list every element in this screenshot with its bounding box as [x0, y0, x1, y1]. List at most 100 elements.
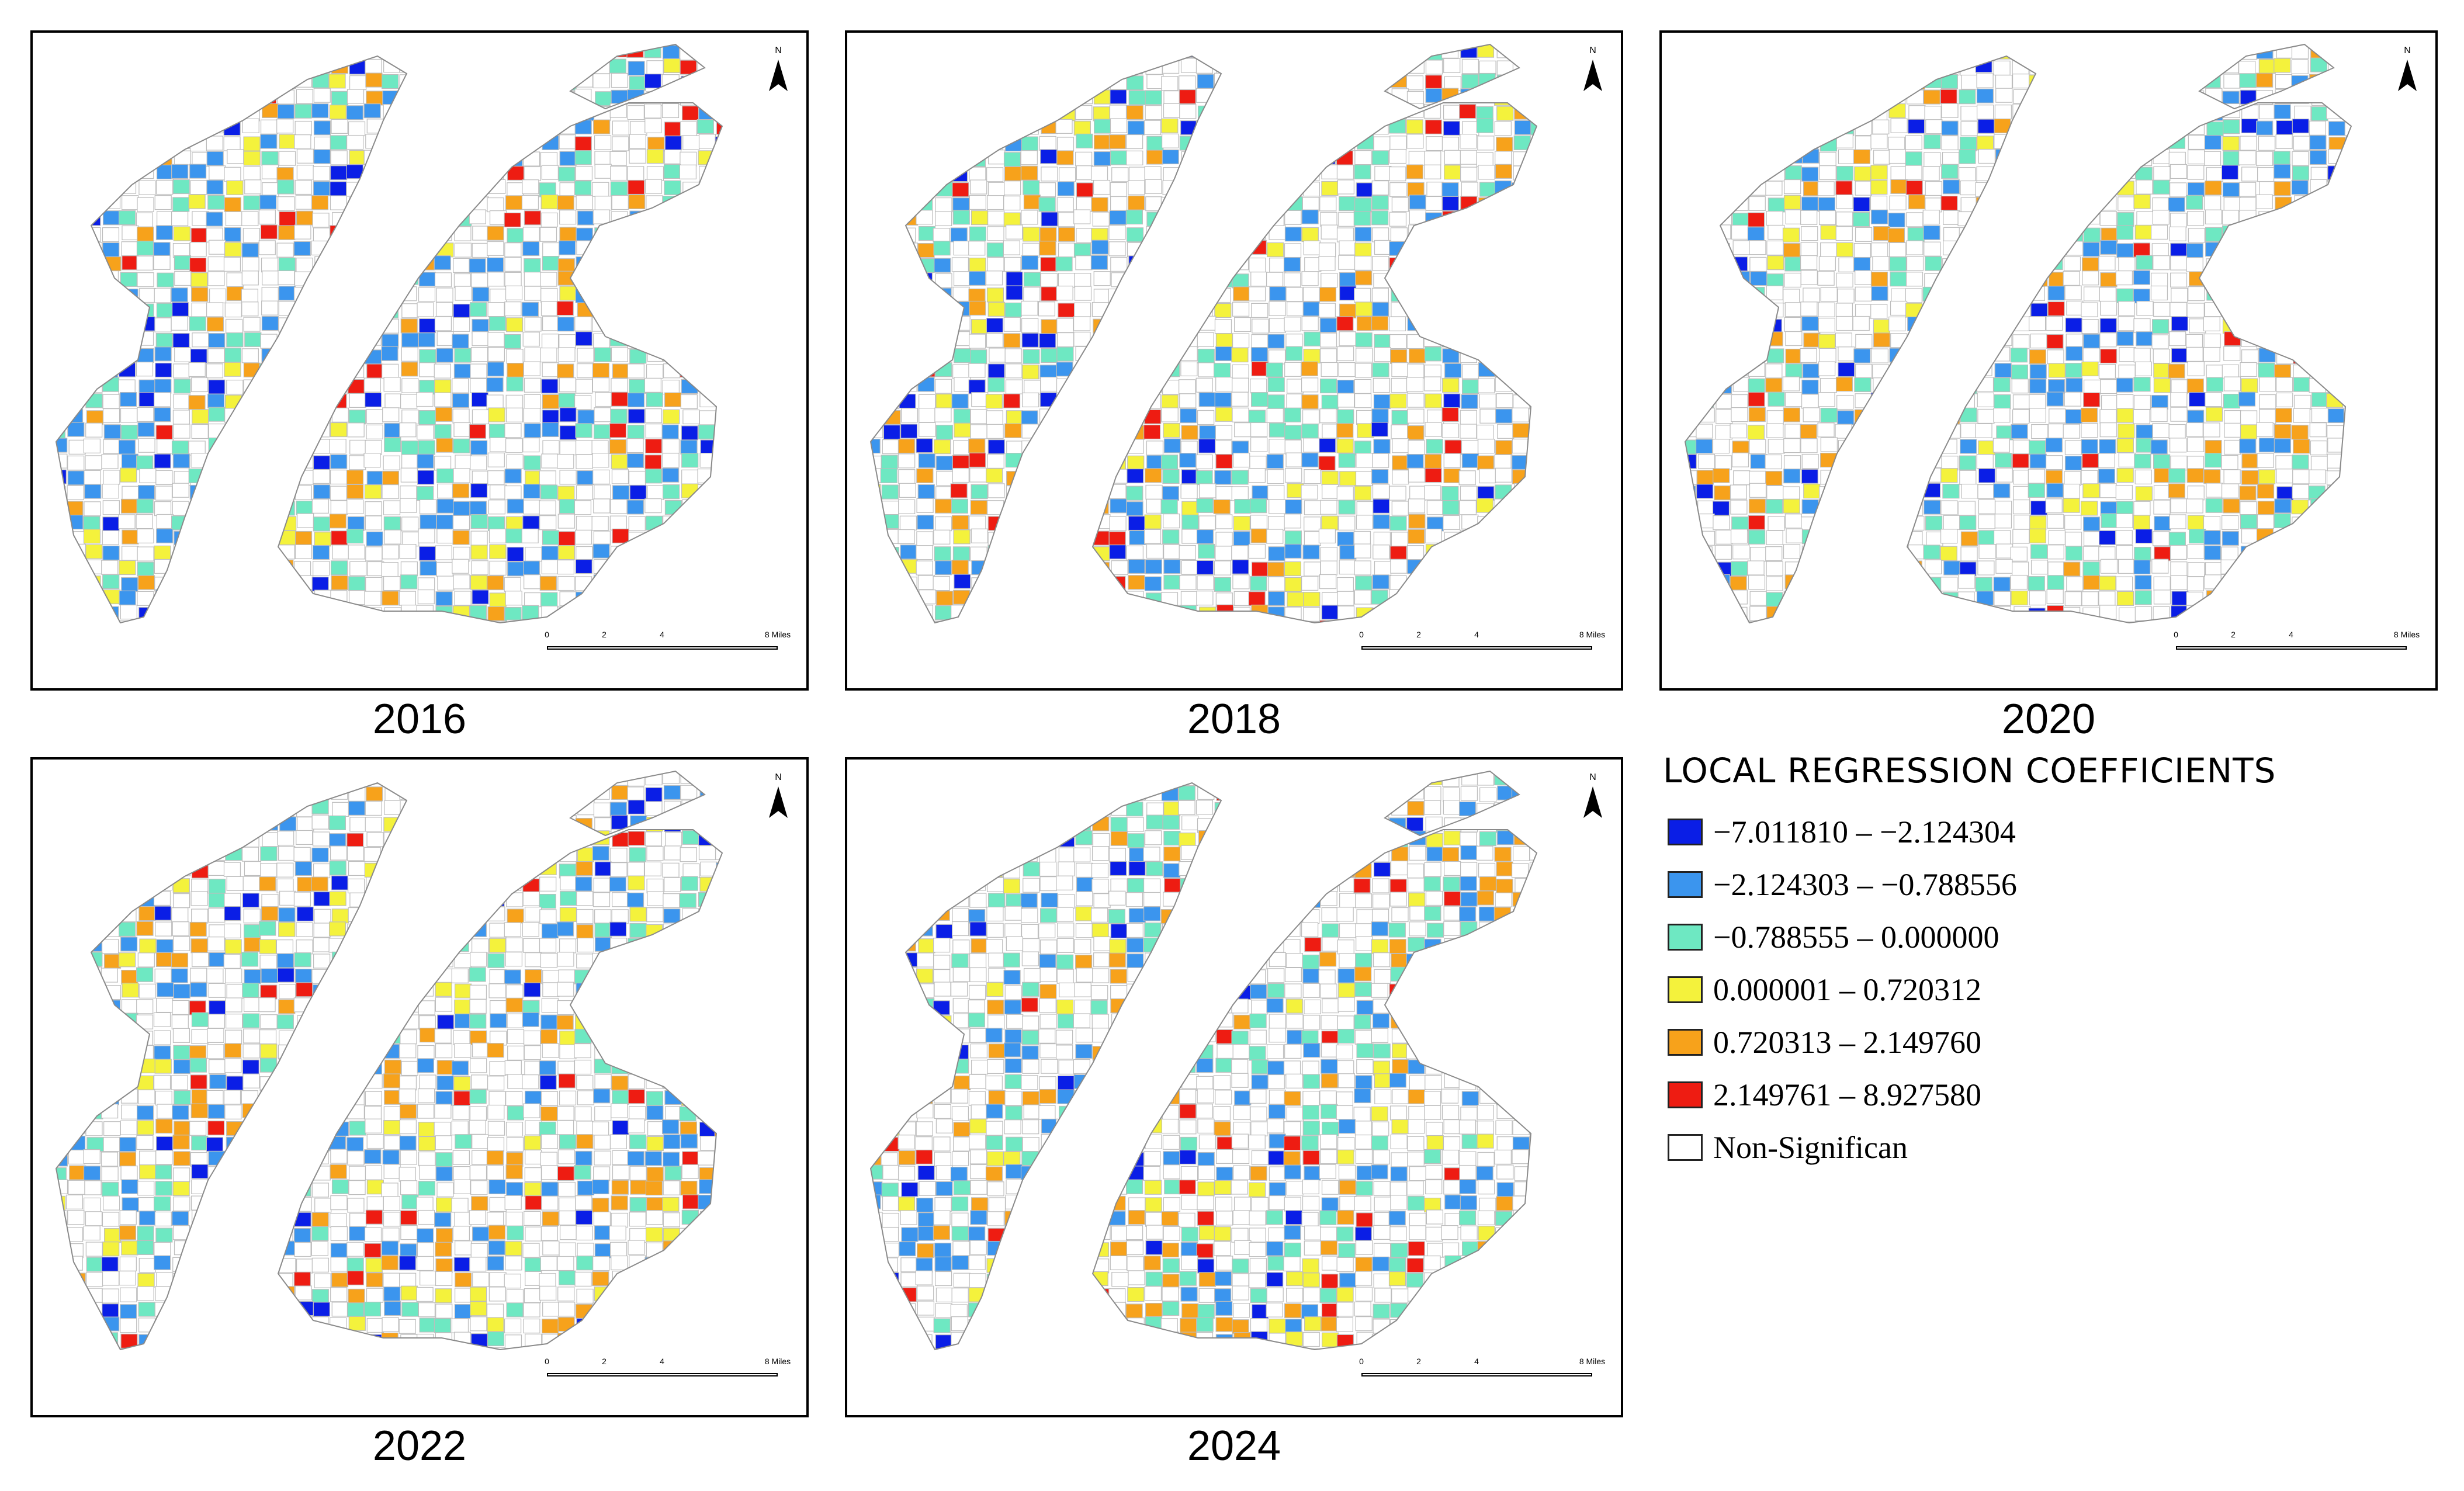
- tract-cell: [1391, 302, 1408, 317]
- tract-cell: [646, 605, 664, 620]
- tract-cell: [716, 317, 722, 333]
- tract-cell: [1785, 148, 1803, 164]
- tract-cell: [2310, 318, 2327, 334]
- tract-cell: [224, 574, 242, 590]
- tract-cell: [1749, 240, 1766, 255]
- tract-cell: [575, 331, 592, 346]
- tract-cell: [67, 485, 84, 500]
- tract-cell: [1478, 72, 1496, 88]
- tract-cell: [1924, 301, 1942, 316]
- tract-cell: [1161, 304, 1179, 319]
- tract-cell: [1268, 196, 1285, 211]
- tract-cell: [1003, 152, 1021, 167]
- tract-cell: [698, 105, 716, 120]
- tract-cell: [2170, 164, 2188, 179]
- tract-cell: [2101, 227, 2118, 242]
- tract-cell: [1495, 544, 1512, 559]
- tract-cell: [258, 240, 276, 255]
- tract-cell: [260, 846, 278, 861]
- tract-cell: [1696, 470, 1714, 485]
- tract-cell: [1216, 152, 1233, 167]
- tract-cell: [2241, 453, 2259, 469]
- tract-cell: [382, 166, 399, 181]
- tract-cell: [539, 227, 557, 242]
- tract-cell: [1267, 516, 1285, 531]
- tract-cell: [1021, 622, 1039, 623]
- tract-cell: [2081, 591, 2099, 606]
- tract-cell: [384, 607, 402, 622]
- tract-cell: [1111, 439, 1128, 454]
- tract-cell: [881, 604, 899, 619]
- tract-cell: [628, 194, 646, 209]
- tract-cell: [934, 560, 952, 575]
- tract-cell: [154, 787, 171, 802]
- tract-cell: [577, 302, 594, 317]
- tract-cell: [136, 241, 154, 256]
- tract-cell: [206, 543, 223, 559]
- tract-cell: [716, 165, 722, 181]
- tract-cell: [1213, 499, 1231, 514]
- tract-cell: [2082, 106, 2100, 122]
- tract-cell: [172, 179, 190, 195]
- tract-cell: [174, 347, 192, 362]
- tract-cell: [1090, 255, 1108, 270]
- tract-cell: [1461, 74, 1479, 89]
- tract-cell: [559, 407, 577, 422]
- tract-cell: [968, 134, 986, 150]
- tract-cell: [208, 607, 226, 622]
- tract-cell: [2292, 516, 2309, 532]
- tract-cell: [593, 270, 611, 285]
- tract-cell: [682, 258, 700, 273]
- tract-cell: [559, 210, 577, 225]
- tract-cell: [524, 377, 542, 393]
- tract-cell: [1889, 242, 1907, 258]
- tract-cell: [2293, 529, 2311, 545]
- tract-cell: [1284, 272, 1301, 287]
- tract-cell: [1179, 241, 1197, 256]
- tract-cell: [2010, 546, 2028, 561]
- tract-cell: [541, 546, 559, 561]
- tract-cell: [452, 483, 470, 498]
- tract-cell: [313, 636, 330, 650]
- tract-cell: [1905, 180, 1923, 195]
- tract-cell: [1802, 363, 1820, 379]
- tract-cell: [190, 848, 209, 864]
- tract-cell: [1110, 256, 1128, 272]
- tract-cell: [1039, 227, 1057, 242]
- tract-cell: [612, 120, 629, 136]
- tract-cell: [1513, 258, 1530, 273]
- tract-cell: [871, 362, 881, 377]
- tract-cell: [504, 242, 522, 258]
- tract-cell: [2206, 377, 2224, 392]
- tract-cell: [1960, 407, 1977, 422]
- tract-cell: [2275, 226, 2293, 241]
- tract-cell: [1732, 319, 1750, 334]
- tract-cell: [1530, 455, 1537, 470]
- tract-cell: [1698, 561, 1716, 576]
- tract-cell: [2152, 91, 2170, 106]
- tract-cell: [697, 772, 715, 787]
- tract-cell: [1685, 574, 1696, 590]
- tract-cell: [1371, 210, 1389, 226]
- tract-cell: [1374, 561, 1392, 576]
- tract-cell: [1960, 439, 1977, 454]
- tract-cell: [156, 845, 174, 861]
- tract-cell: [952, 286, 970, 301]
- tract-cell: [1408, 348, 1426, 363]
- tract-cell: [951, 91, 969, 106]
- tract-cell: [898, 453, 916, 469]
- tract-cell: [1287, 379, 1304, 394]
- tract-cell: [2240, 362, 2257, 377]
- tract-cell: [452, 605, 470, 620]
- tract-cell: [434, 272, 452, 287]
- tract-cell: [1996, 319, 2014, 334]
- tract-cell: [715, 89, 722, 105]
- tract-cell: [1714, 545, 1732, 560]
- tract-cell: [1285, 452, 1303, 467]
- tract-cell: [84, 349, 102, 364]
- tract-cell: [934, 72, 951, 88]
- tract-cell: [2274, 241, 2291, 256]
- tract-cell: [102, 530, 119, 545]
- tract-cell: [171, 315, 188, 331]
- tract-cell: [952, 546, 971, 561]
